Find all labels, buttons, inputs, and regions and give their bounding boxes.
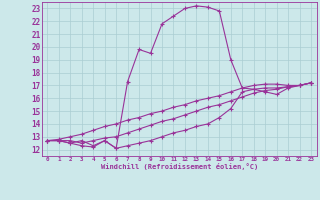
X-axis label: Windchill (Refroidissement éolien,°C): Windchill (Refroidissement éolien,°C) [100,163,258,170]
